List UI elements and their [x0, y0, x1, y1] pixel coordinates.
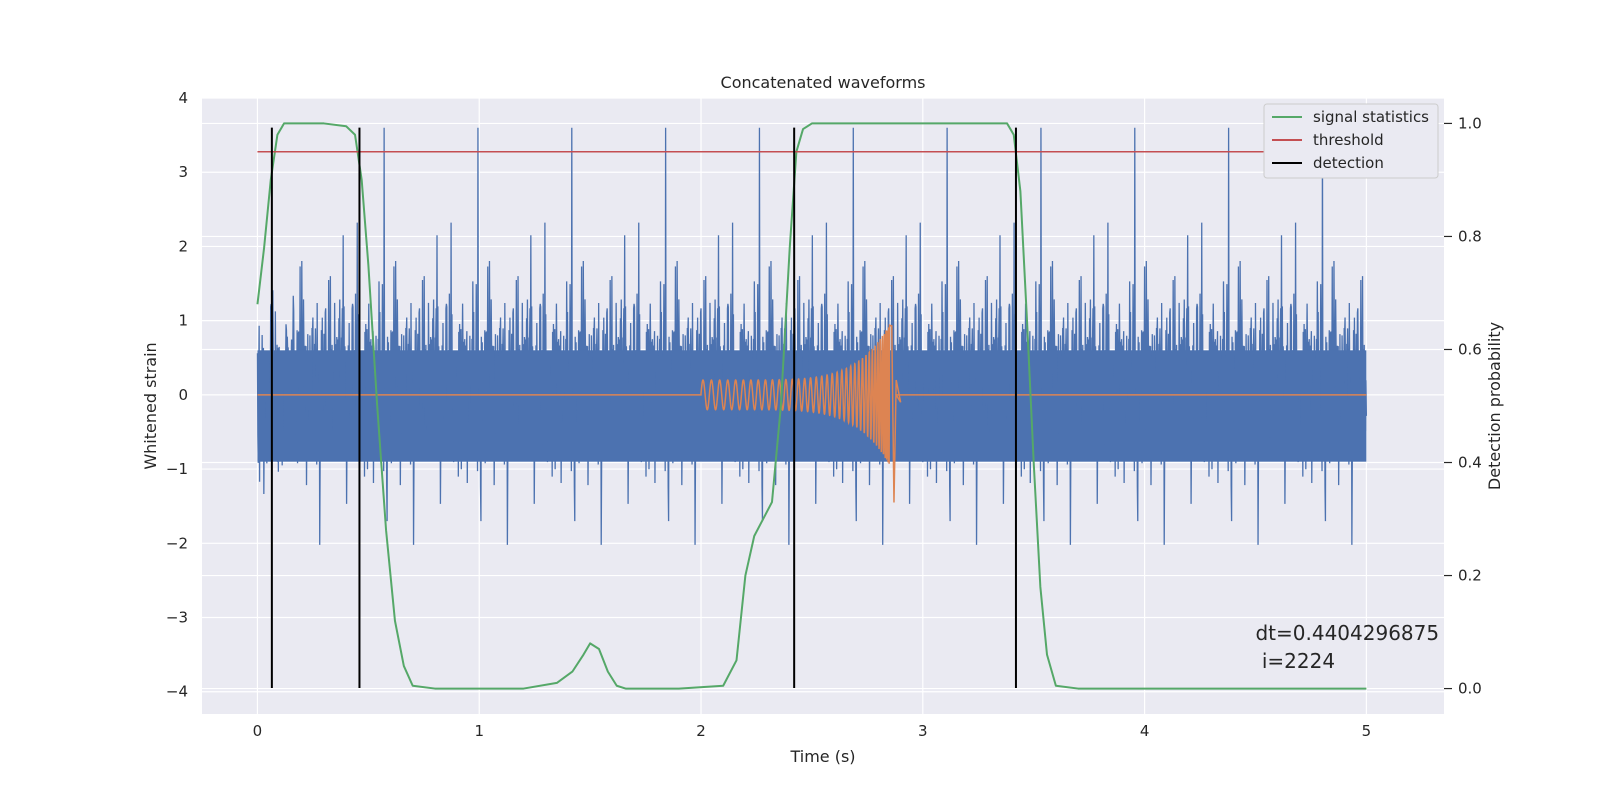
legend-label-detection: detection	[1313, 154, 1384, 172]
y-tick-label: −3	[166, 609, 188, 627]
y-tick-label: 4	[178, 89, 188, 107]
y-tick-label: 0	[178, 386, 188, 404]
legend-label-statistics: signal statistics	[1313, 108, 1429, 126]
y-tick-label: −2	[166, 534, 188, 552]
y2-tick-label: 1.0	[1458, 114, 1482, 132]
x-tick-label: 5	[1362, 722, 1372, 740]
y2-axis-label: Detection probability	[1485, 322, 1504, 490]
y-tick-label: 3	[178, 163, 188, 181]
injection-signal	[257, 324, 1367, 503]
x-tick-label: 1	[474, 722, 484, 740]
x-tick-label: 4	[1140, 722, 1150, 740]
x-tick-label: 2	[696, 722, 706, 740]
signal-statistics-series	[256, 122, 1367, 690]
y2-tick-label: 0.0	[1458, 680, 1482, 698]
x-tick-label: 3	[918, 722, 928, 740]
y-tick-label: −4	[166, 683, 188, 701]
y-axis-label: Whitened strain	[141, 342, 160, 469]
injection-line	[257, 324, 1367, 503]
x-axis-ticks: 0 1 2 3 4 5	[253, 722, 1371, 740]
chart-title: Concatenated waveforms	[721, 73, 926, 92]
legend: signal statistics threshold detection	[1263, 103, 1439, 179]
legend-box	[1263, 103, 1439, 179]
y2-tick-label: 0.6	[1458, 340, 1482, 358]
noise-line	[256, 127, 1368, 545]
y2-axis-ticks: 0.0 0.2 0.4 0.6 0.8 1.0	[1444, 114, 1482, 698]
y2-tick-label: 0.4	[1458, 454, 1482, 472]
y-tick-label: 2	[178, 237, 188, 255]
x-axis-label: Time (s)	[789, 747, 855, 766]
y2-tick-label: 0.2	[1458, 567, 1482, 585]
signal-statistics-line	[256, 122, 1367, 690]
x-tick-label: 0	[253, 722, 263, 740]
y-tick-label: 1	[178, 312, 188, 330]
y-tick-label: −1	[166, 460, 188, 478]
detection-series	[270, 127, 1017, 689]
index-annotation: i=2224	[1255, 649, 1335, 673]
legend-label-threshold: threshold	[1313, 131, 1384, 149]
dt-annotation: dt=0.4404296875	[1255, 621, 1439, 645]
y-axis-ticks: −4 −3 −2 −1 0 1 2 3 4	[166, 89, 188, 701]
y2-tick-label: 0.8	[1458, 227, 1482, 245]
